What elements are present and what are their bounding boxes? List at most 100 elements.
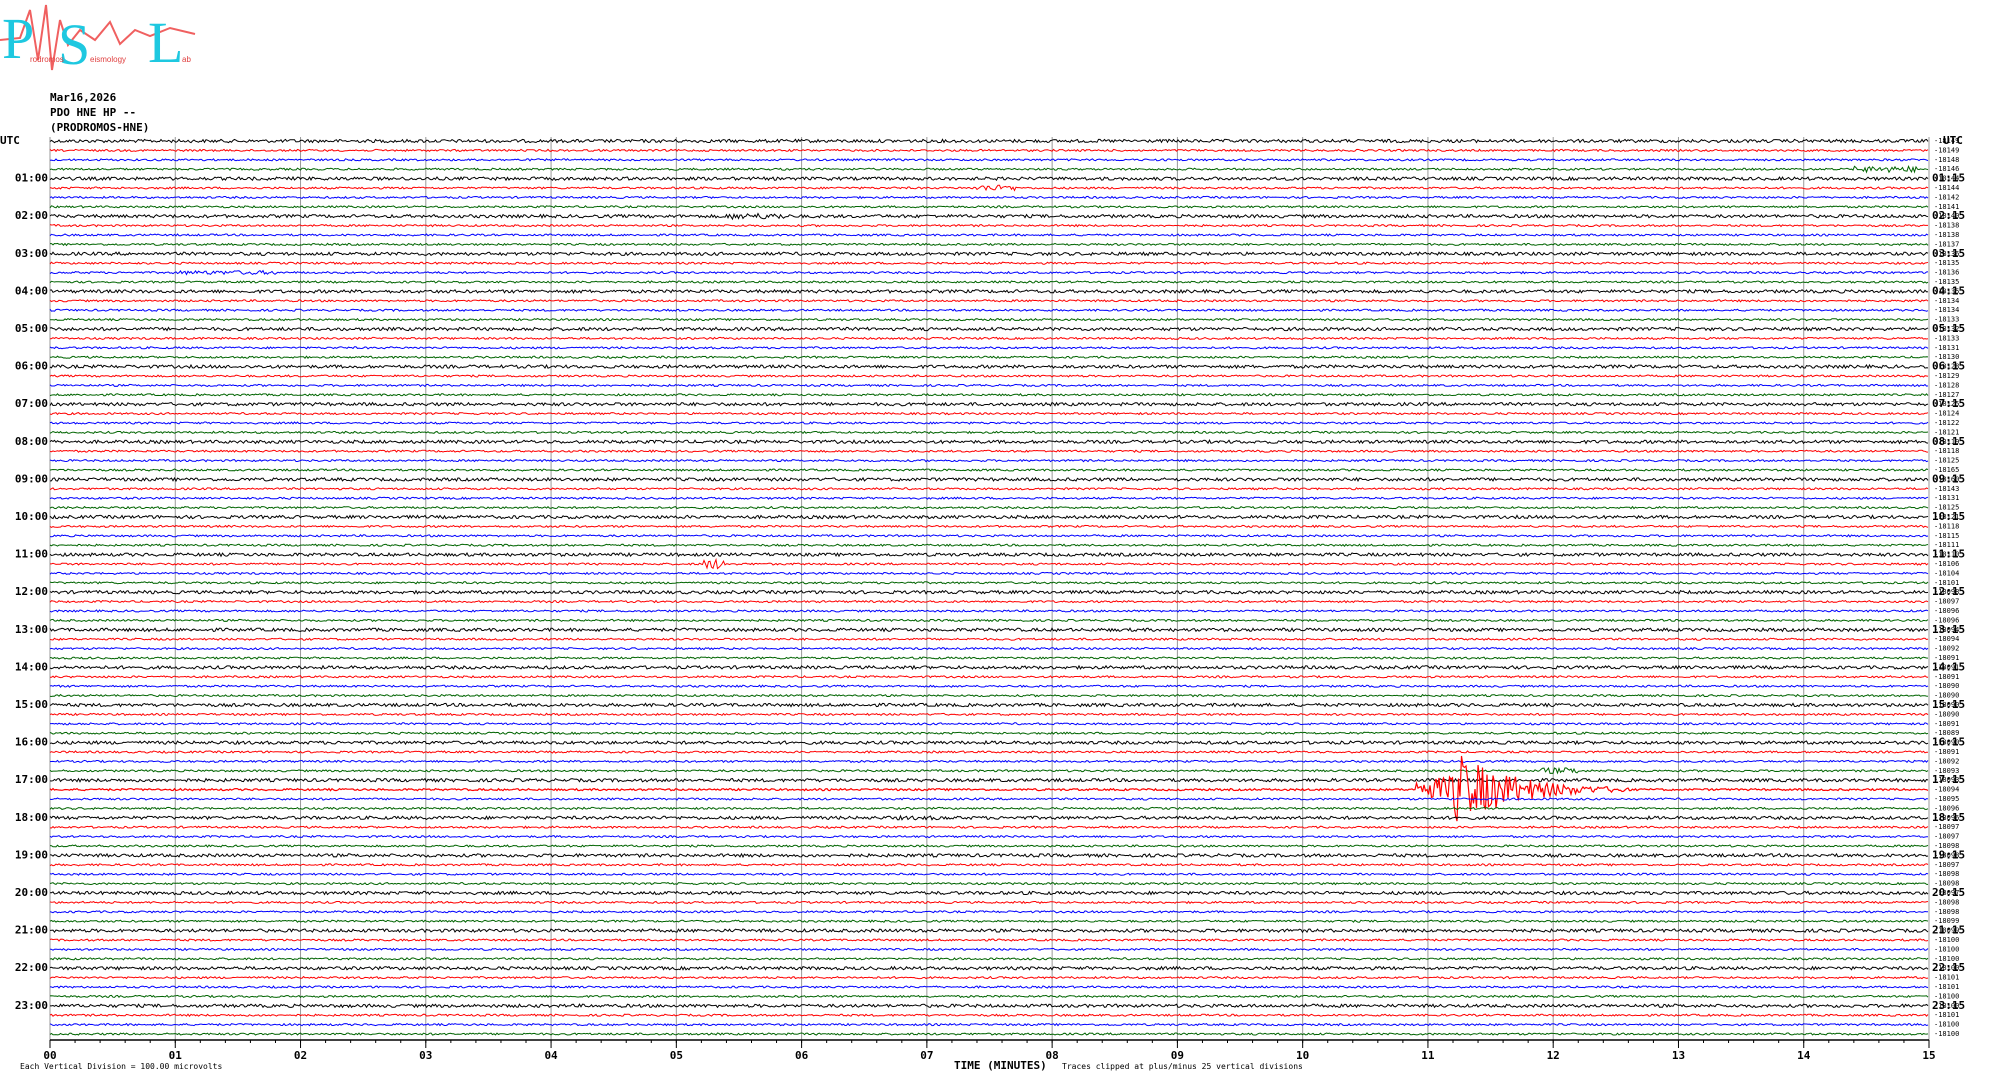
trace: [49, 965, 1929, 971]
trace-offset: -18091: [1934, 654, 1959, 662]
right-time-label: 06:15: [1932, 360, 1965, 373]
trace-offset: -18119: [1934, 438, 1959, 446]
right-time-label: 08:15: [1932, 435, 1965, 448]
trace: [49, 664, 1929, 671]
trace: [49, 900, 1929, 905]
trace-offset: -18122: [1934, 419, 1959, 427]
trace: [49, 439, 1929, 445]
right-time-label: 10:15: [1932, 510, 1965, 523]
trace: [49, 363, 1929, 370]
trace-offset: -18091: [1934, 720, 1959, 728]
trace: [49, 693, 1929, 698]
trace: [49, 975, 1929, 980]
trace: [49, 175, 1929, 182]
trace: [49, 138, 1929, 144]
x-tick-label: 05: [670, 1049, 683, 1062]
trace-offset: -18134: [1934, 306, 1959, 314]
trace: [49, 148, 1929, 153]
right-time-label: 01:15: [1932, 172, 1965, 185]
trace-offset: -18100: [1934, 1030, 1959, 1038]
left-time-label: 14:00: [15, 660, 48, 673]
trace-offset: -18137: [1934, 240, 1959, 248]
trace: [49, 589, 1929, 595]
trace: [49, 919, 1929, 924]
trace-offset: -18098: [1934, 908, 1959, 916]
left-time-label: 10:00: [15, 510, 48, 523]
left-time-label: 03:00: [15, 247, 48, 260]
trace: [49, 298, 1929, 303]
trace: [49, 731, 1929, 735]
x-tick-label: 09: [1171, 1049, 1184, 1062]
trace-offset: -18096: [1934, 804, 1959, 812]
trace-offset: -18104: [1934, 569, 1959, 577]
trace: [49, 165, 1929, 174]
trace-offset: -18097: [1934, 861, 1959, 869]
trace: [49, 766, 1929, 775]
trace-offset: -18128: [1934, 381, 1959, 389]
trace: [50, 722, 1929, 726]
trace: [49, 739, 1929, 746]
trace-offset: -18094: [1934, 635, 1959, 643]
trace: [50, 674, 1929, 679]
trace-offset: -18100: [1934, 1021, 1959, 1029]
trace: [49, 881, 1929, 886]
right-time-label: 03:15: [1932, 247, 1965, 260]
x-title: TIME (MINUTES): [954, 1059, 1047, 1072]
trace: [49, 449, 1929, 454]
trace-offset: -18099: [1934, 927, 1959, 935]
trace-offset: -18132: [1934, 325, 1959, 333]
left-time-label: 16:00: [15, 736, 48, 749]
trace-offset: -18100: [1934, 964, 1959, 972]
trace-offset: -18100: [1934, 955, 1959, 963]
trace: [49, 806, 1929, 811]
x-tick-label: 07: [920, 1049, 933, 1062]
trace: [49, 223, 1928, 228]
trace-offset: -18118: [1934, 447, 1959, 455]
trace-offset: -18121: [1934, 428, 1959, 436]
trace: [49, 476, 1929, 483]
trace-offset: -18090: [1934, 710, 1959, 718]
left-time-label: 20:00: [15, 886, 48, 899]
left-time-label: 18:00: [15, 811, 48, 824]
trace: [49, 505, 1929, 510]
trace-offset: -18098: [1934, 851, 1959, 859]
trace-offset: -18100: [1934, 936, 1959, 944]
trace: [49, 712, 1929, 717]
trace: [49, 195, 1929, 200]
trace: [49, 212, 1929, 221]
trace: [49, 834, 1929, 839]
trace-offset: -18144: [1934, 184, 1959, 192]
left-time-label: 05:00: [15, 322, 48, 335]
logo-letter: L: [148, 10, 183, 75]
trace-offset: -18133: [1934, 334, 1959, 342]
trace-offset: -18129: [1934, 372, 1959, 380]
trace-offset: -18090: [1934, 692, 1959, 700]
x-tick-label: 01: [169, 1049, 183, 1062]
x-tick-label: 08: [1046, 1049, 1059, 1062]
left-time-label: 21:00: [15, 924, 48, 937]
trace: [49, 1013, 1929, 1018]
left-time-label: 01:00: [15, 172, 48, 185]
trace: [50, 355, 1929, 359]
trace: [49, 872, 1929, 876]
trace-offset: -18118: [1934, 522, 1959, 530]
x-tick-label: 13: [1672, 1049, 1685, 1062]
right-time-label: 20:15: [1932, 886, 1965, 899]
trace-offset: -18096: [1934, 616, 1959, 624]
date: Mar16,2026: [50, 91, 117, 104]
trace-offset: -18091: [1934, 673, 1959, 681]
trace-offset: -18095: [1934, 795, 1959, 803]
right-time-label: 05:15: [1932, 322, 1965, 335]
trace: [49, 317, 1929, 322]
trace-offset: -18090: [1934, 739, 1959, 747]
trace-offset: -18091: [1934, 748, 1959, 756]
station: (PRODROMOS-HNE): [50, 121, 149, 134]
trace-offset: -18100: [1934, 992, 1959, 1000]
left-time-label: 19:00: [15, 848, 48, 861]
trace-offset: -18125: [1934, 457, 1959, 465]
trace-offset: -18149: [1934, 137, 1959, 145]
trace: [49, 374, 1929, 378]
trace-offset: -18101: [1934, 1011, 1959, 1019]
trace-offset: -18133: [1934, 316, 1959, 324]
